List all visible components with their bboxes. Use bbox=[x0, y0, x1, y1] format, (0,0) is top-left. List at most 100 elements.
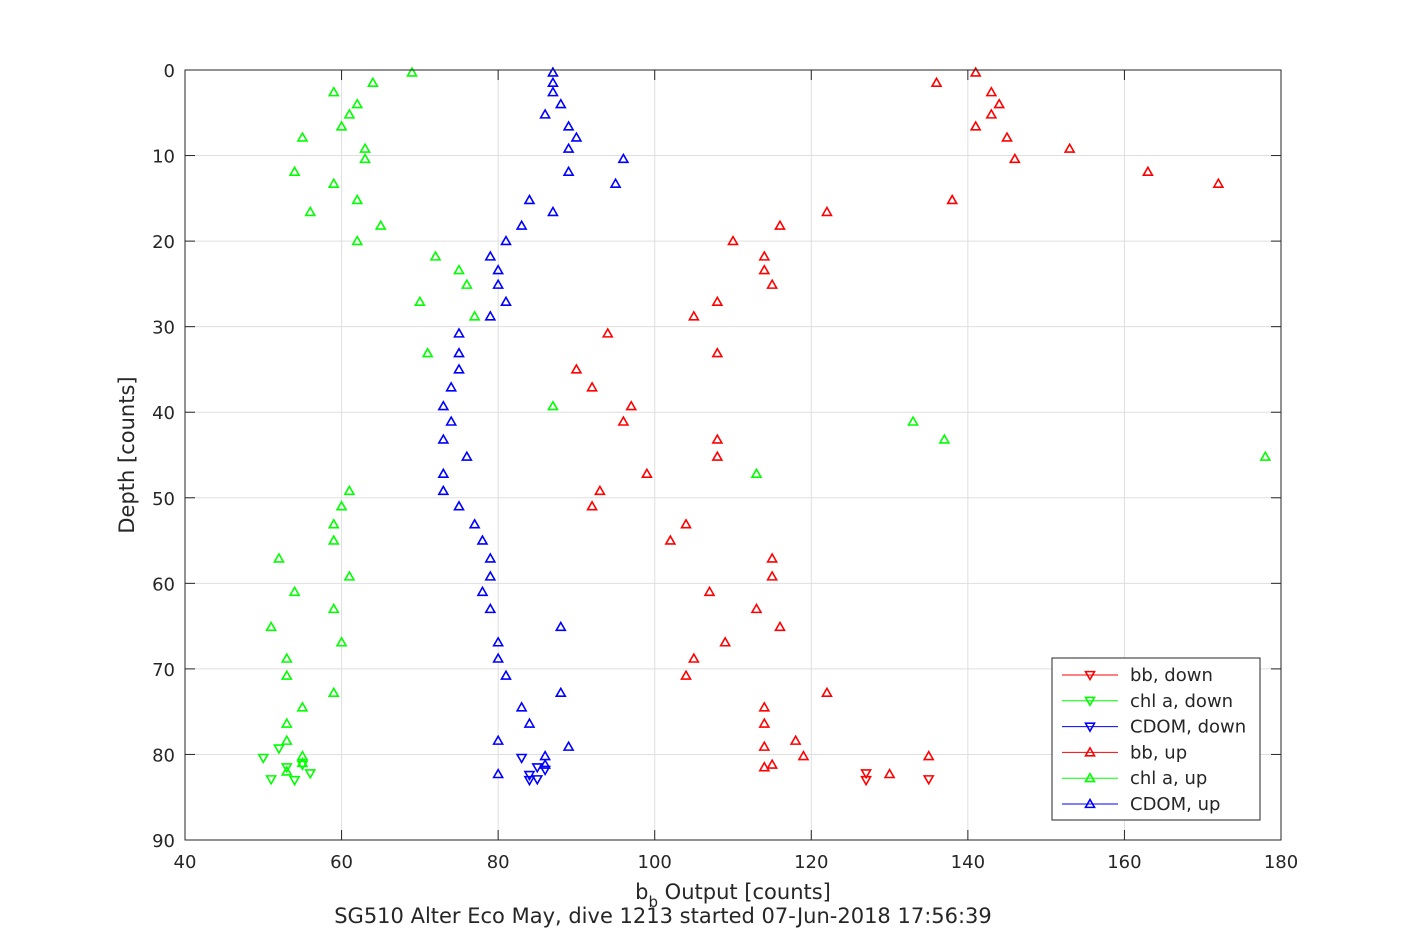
data-point bbox=[304, 205, 317, 217]
data-point bbox=[288, 165, 301, 176]
legend-marker bbox=[1084, 772, 1096, 783]
data-point bbox=[711, 450, 724, 461]
data-point bbox=[554, 620, 567, 632]
data-point bbox=[453, 363, 465, 374]
data-point bbox=[758, 250, 771, 261]
data-point bbox=[280, 734, 293, 745]
data-point bbox=[523, 193, 536, 205]
legend-label: chl a, up bbox=[1130, 768, 1207, 789]
data-point bbox=[359, 152, 371, 164]
data-point bbox=[766, 758, 779, 769]
data-point bbox=[296, 131, 309, 142]
data-point bbox=[594, 484, 606, 496]
data-point bbox=[351, 98, 364, 109]
data-point bbox=[774, 620, 786, 632]
y-tick-label: 0 bbox=[164, 61, 175, 82]
data-point bbox=[766, 278, 779, 289]
data-point bbox=[758, 761, 771, 772]
data-point bbox=[484, 602, 497, 614]
legend-box bbox=[1051, 657, 1261, 821]
data-point bbox=[946, 193, 959, 205]
ticks: 40 60 80 100 120 140 160 180 0 10 20 30 40 50 60 70 80 90 bbox=[152, 61, 1298, 873]
data-point bbox=[460, 450, 473, 461]
data-point bbox=[664, 534, 677, 545]
data-point bbox=[625, 400, 638, 411]
data-point bbox=[327, 602, 340, 614]
data-point bbox=[492, 652, 505, 663]
data-point bbox=[758, 264, 771, 275]
data-point bbox=[523, 775, 536, 787]
data-point bbox=[687, 310, 700, 321]
legend-entry: chl a, down bbox=[1062, 691, 1233, 712]
data-point bbox=[922, 750, 935, 761]
data-point bbox=[539, 765, 551, 776]
data-point bbox=[453, 264, 465, 275]
legend-entry: bb, up bbox=[1062, 742, 1187, 763]
data-point bbox=[883, 768, 896, 779]
data-point bbox=[821, 686, 833, 698]
data-point bbox=[938, 433, 951, 444]
data-point bbox=[750, 602, 763, 614]
legend: bb, down chl a, down CDOM, down bb, up chl a… bbox=[1051, 657, 1261, 821]
data-point bbox=[547, 66, 559, 77]
data-point bbox=[554, 686, 567, 698]
x-tick-label: 80 bbox=[487, 852, 510, 873]
data-point bbox=[437, 433, 450, 444]
x-tick-label: 160 bbox=[1107, 852, 1141, 873]
data-point bbox=[453, 327, 465, 338]
data-point bbox=[774, 219, 786, 230]
data-point bbox=[343, 108, 356, 119]
data-point bbox=[562, 165, 575, 176]
grid bbox=[185, 70, 1281, 840]
data-point bbox=[296, 760, 309, 771]
data-point bbox=[280, 669, 293, 680]
data-point bbox=[351, 234, 364, 246]
x-tick-label: 60 bbox=[330, 852, 353, 873]
data-point bbox=[492, 636, 505, 647]
data-point bbox=[758, 717, 771, 728]
data-point bbox=[327, 86, 340, 97]
data-point bbox=[907, 415, 919, 426]
data-point bbox=[539, 108, 551, 119]
data-point bbox=[609, 177, 622, 188]
data-point bbox=[750, 467, 763, 478]
data-point bbox=[437, 484, 450, 496]
legend-label: bb, up bbox=[1130, 742, 1187, 763]
x-axis-label-subscript: b bbox=[648, 893, 658, 911]
legend-marker bbox=[1084, 670, 1096, 682]
data-point bbox=[335, 120, 348, 131]
legend-label: CDOM, up bbox=[1130, 794, 1220, 815]
data-point bbox=[327, 518, 340, 529]
y-tick-label: 40 bbox=[152, 403, 175, 424]
y-tick-label: 70 bbox=[152, 660, 175, 681]
data-point bbox=[280, 765, 293, 776]
data-point bbox=[562, 120, 575, 131]
data-point bbox=[969, 66, 982, 77]
data-point bbox=[280, 763, 293, 774]
data-point bbox=[343, 484, 356, 496]
data-point bbox=[758, 740, 771, 751]
data-point bbox=[273, 552, 285, 563]
data-point bbox=[727, 234, 739, 246]
data-point bbox=[500, 669, 512, 680]
data-point bbox=[515, 701, 528, 712]
x-axis-label: bb Output [counts] bbox=[635, 880, 831, 911]
data-point bbox=[476, 534, 489, 545]
data-point bbox=[280, 717, 293, 728]
data-point bbox=[429, 250, 442, 261]
data-point bbox=[359, 142, 371, 153]
data-point bbox=[586, 381, 598, 392]
data-point bbox=[860, 775, 872, 787]
y-tick-label: 80 bbox=[152, 745, 175, 766]
data-point bbox=[484, 310, 497, 321]
y-tick-label: 60 bbox=[152, 574, 175, 595]
y-tick-label: 20 bbox=[152, 232, 175, 253]
data-point bbox=[860, 769, 872, 780]
data-point bbox=[351, 193, 364, 205]
data-point bbox=[406, 66, 418, 77]
data-point bbox=[547, 205, 559, 217]
data-point bbox=[1212, 177, 1225, 188]
x-tick-label: 180 bbox=[1264, 852, 1298, 873]
data-point bbox=[969, 120, 982, 131]
data-point bbox=[367, 76, 379, 88]
